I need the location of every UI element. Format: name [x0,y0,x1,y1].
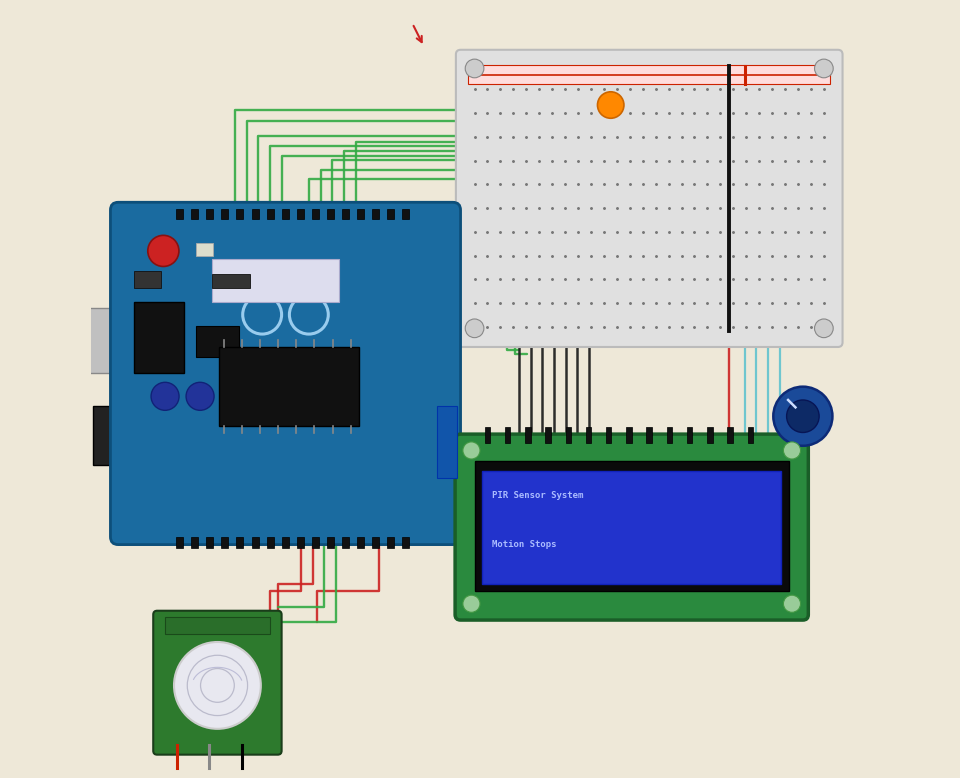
Bar [297,209,303,219]
FancyBboxPatch shape [154,611,281,755]
Bar [93,406,118,465]
Bar [281,209,289,219]
Bar [236,209,244,219]
Bar [402,209,409,219]
Bar [177,209,183,219]
Bar [372,537,379,548]
Bar [545,427,551,443]
Circle shape [597,92,624,118]
Bar [177,537,183,548]
Circle shape [148,236,179,266]
Circle shape [786,400,819,433]
Bar [687,427,692,443]
Bar [586,427,591,443]
Bar [297,537,303,548]
Circle shape [774,387,832,446]
Bar [133,272,161,289]
Bar [206,209,213,219]
Bar [326,537,334,548]
Bar [437,406,457,478]
Bar [219,347,359,426]
Bar [191,537,199,548]
FancyBboxPatch shape [456,50,843,347]
Bar [196,244,213,256]
Circle shape [783,442,801,459]
Bar [267,537,274,548]
Bar [728,427,732,443]
Bar [211,275,251,289]
Bar [387,537,394,548]
Bar [606,427,612,443]
Circle shape [186,382,214,410]
Bar [133,302,184,373]
Bar [708,427,712,443]
Circle shape [463,595,480,612]
Bar [372,209,379,219]
Bar [236,537,244,548]
Bar [485,427,491,443]
Bar [402,537,409,548]
Bar [191,209,199,219]
Bar [525,427,531,443]
Bar [252,209,258,219]
Bar [748,427,753,443]
Bar [212,259,339,302]
FancyBboxPatch shape [110,202,461,545]
Text: Motion Stops: Motion Stops [492,540,556,549]
Bar [222,209,228,219]
FancyBboxPatch shape [455,434,808,620]
Bar [87,308,118,373]
Bar [165,617,270,634]
Bar [387,209,394,219]
Circle shape [174,642,261,729]
Bar [206,537,213,548]
Bar [342,537,348,548]
Bar [357,537,364,548]
Circle shape [151,382,180,410]
Bar [666,427,672,443]
Bar [468,65,830,84]
Bar [474,461,789,591]
Bar [326,209,334,219]
Bar [482,471,781,584]
Circle shape [814,319,833,338]
Text: PIR Sensor System: PIR Sensor System [492,491,583,500]
Bar [565,427,571,443]
Circle shape [814,59,833,78]
Bar [312,537,319,548]
Circle shape [463,442,480,459]
Circle shape [783,595,801,612]
Bar [281,537,289,548]
Bar [505,427,511,443]
Bar [342,209,348,219]
Bar [312,209,319,219]
Circle shape [466,59,484,78]
Bar [252,537,258,548]
Bar [196,326,239,357]
Bar [626,427,632,443]
Bar [357,209,364,219]
Bar [267,209,274,219]
Circle shape [466,319,484,338]
Bar [222,537,228,548]
Bar [646,427,652,443]
